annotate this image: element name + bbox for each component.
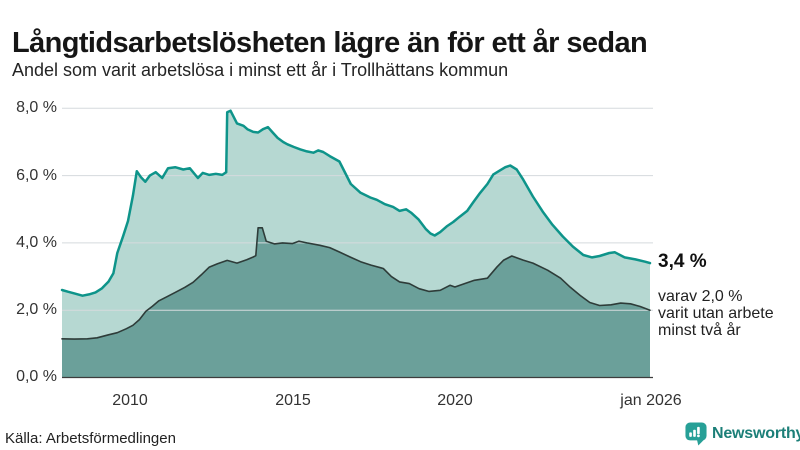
x-tick-label: 2010 — [112, 392, 148, 409]
newsworthy-icon — [685, 422, 707, 446]
newsworthy-wordmark: Newsworthy — [712, 425, 800, 442]
source-note: Källa: Arbetsförmedlingen — [5, 430, 176, 447]
y-tick-label: 6,0 % — [16, 167, 57, 184]
y-tick-label: 4,0 % — [16, 234, 57, 251]
chart-subtitle: Andel som varit arbetslösa i minst ett å… — [12, 60, 509, 80]
latest-value-label: 3,4 % — [658, 251, 707, 272]
newsworthy-logo[interactable]: Newsworthy — [685, 422, 800, 446]
x-tick-label: jan 2026 — [620, 392, 682, 409]
annotation-line: varit utan arbete — [658, 305, 774, 322]
y-tick-label: 0,0 % — [16, 368, 57, 385]
x-tick-label: 2015 — [275, 392, 311, 409]
y-tick-label: 8,0 % — [16, 99, 57, 116]
area-fill-minst-tva-ar — [62, 227, 650, 378]
annotation-line: minst två år — [658, 322, 741, 339]
line-minst-ett-ar — [60, 109, 652, 297]
annotation-text: varav 2,0 % varit utan arbete minst två … — [658, 288, 798, 339]
line-minst-tva-ar — [61, 227, 651, 340]
page-title: Långtidsarbetslösheten lägre än för ett … — [12, 27, 648, 60]
annotation-line: varav 2,0 % — [658, 288, 743, 305]
x-tick-label: 2020 — [437, 392, 473, 409]
y-tick-label: 2,0 % — [16, 301, 57, 318]
